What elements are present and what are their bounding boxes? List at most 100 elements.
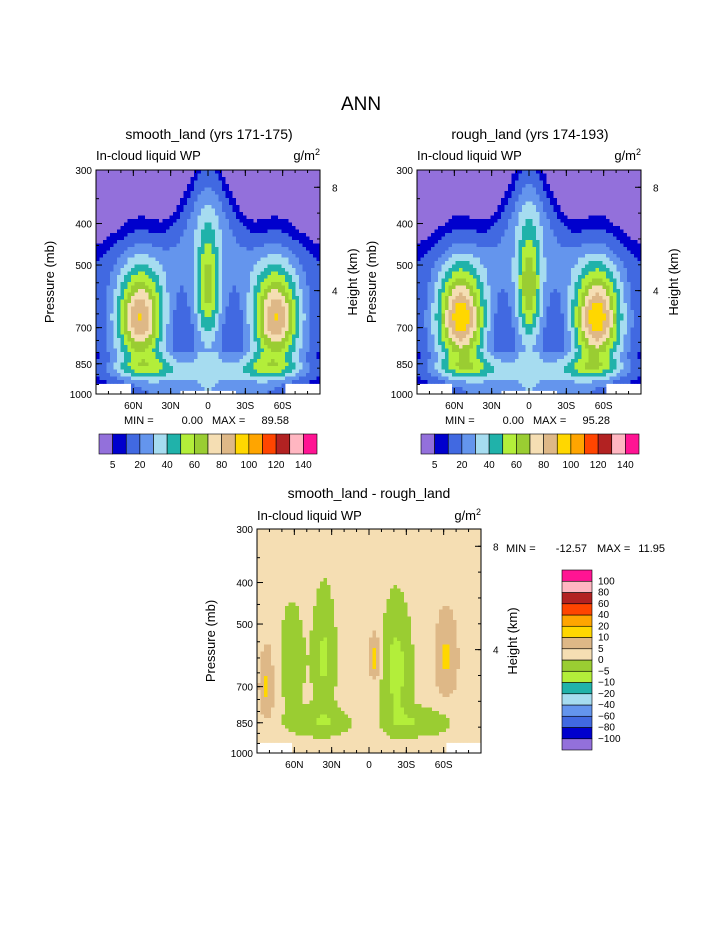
contour-cell — [232, 229, 237, 234]
contour-cell — [257, 198, 261, 202]
contour-cell — [166, 219, 170, 223]
contour-cell — [306, 310, 310, 314]
contour-cell — [197, 187, 202, 192]
contour-cell — [229, 257, 233, 262]
contour-cell — [448, 198, 453, 202]
contour-cell — [431, 170, 435, 174]
contour-cell — [162, 369, 167, 374]
contour-cell — [190, 338, 195, 342]
contour-cell — [571, 191, 575, 195]
contour-cell — [620, 194, 624, 199]
contour-cell — [417, 191, 421, 195]
contour-cell — [183, 177, 188, 181]
contour-cell — [483, 180, 488, 185]
contour-cell — [218, 345, 223, 349]
contour-cell — [229, 208, 233, 213]
contour-cell — [462, 170, 467, 174]
contour-cell — [155, 268, 160, 272]
contour-cell — [288, 345, 293, 349]
contour-cell — [299, 306, 303, 311]
contour-cell — [106, 327, 111, 332]
contour-cell — [148, 355, 153, 360]
contour-cell — [274, 268, 279, 272]
contour-cell — [285, 268, 289, 272]
contour-cell — [113, 233, 118, 237]
contour-cell — [166, 236, 170, 241]
contour-cell — [173, 299, 177, 304]
contour-cell — [445, 184, 449, 188]
contour-cell — [197, 226, 202, 230]
contour-cell — [637, 170, 642, 174]
contour-cell — [483, 205, 488, 209]
contour-cell — [271, 254, 275, 258]
contour-cell — [309, 222, 314, 227]
contour-cell — [267, 348, 272, 353]
contour-cell — [434, 205, 439, 209]
contour-cell — [211, 226, 216, 230]
contour-cell — [490, 173, 495, 178]
contour-cell — [494, 187, 498, 192]
colorbar: 5 20 40 60 80 100 120 140 — [98, 433, 318, 471]
contour-cell — [490, 184, 495, 188]
contour-cell — [267, 317, 272, 321]
contour-cell — [274, 250, 279, 255]
contour-cell — [187, 250, 191, 255]
contour-cell — [159, 341, 163, 346]
contour-cell — [288, 180, 293, 185]
contour-cell — [99, 261, 104, 265]
contour-cell — [145, 240, 149, 244]
contour-cell — [306, 334, 310, 339]
contour-cell — [211, 236, 216, 241]
contour-cell — [138, 268, 142, 272]
contour-cell — [295, 275, 300, 279]
contour-cell — [215, 338, 219, 342]
contour-cell — [106, 341, 111, 346]
contour-cell — [148, 250, 153, 255]
contour-cell — [281, 334, 286, 339]
contour-cell — [225, 324, 230, 328]
contour-cell — [246, 173, 251, 178]
contour-cell — [103, 271, 107, 276]
contour-cell — [316, 376, 321, 381]
contour-cell — [103, 240, 107, 244]
contour-cell — [211, 215, 216, 220]
contour-cell — [473, 201, 477, 206]
contour-cell — [127, 362, 132, 367]
contour-cell — [313, 373, 317, 377]
contour-cell — [250, 208, 254, 213]
contour-cell — [169, 324, 174, 328]
contour-cell — [176, 324, 181, 328]
contour-cell — [243, 320, 247, 325]
contour-cell — [285, 226, 289, 230]
contour-cell — [627, 177, 631, 181]
contour-cell — [553, 187, 558, 192]
contour-cell — [543, 187, 547, 192]
contour-cell — [103, 222, 107, 227]
contour-cell — [96, 170, 100, 174]
contour-cell — [424, 198, 428, 202]
contour-cell — [141, 317, 146, 321]
contour-cell — [250, 373, 254, 377]
contour-cell — [194, 201, 198, 206]
contour-cell — [113, 345, 118, 349]
contour-cell — [180, 334, 184, 339]
contour-cell — [253, 324, 258, 328]
contour-cell — [260, 215, 265, 220]
contour-cell — [292, 355, 296, 360]
contour-cell — [194, 229, 198, 234]
contour-cell — [501, 184, 505, 188]
contour-cell — [197, 292, 202, 297]
contour-cell — [288, 187, 293, 192]
contour-cell — [173, 219, 177, 223]
contour-cell — [106, 320, 111, 325]
contour-cell — [141, 282, 146, 286]
contour-cell — [627, 201, 631, 206]
contour-cell — [103, 233, 107, 237]
contour-cell — [302, 205, 307, 209]
contour-cell — [253, 219, 258, 223]
contour-cell — [117, 212, 121, 216]
contour-cell — [155, 212, 160, 216]
contour-cell — [609, 191, 614, 195]
contour-cell — [452, 205, 456, 209]
contour-cell — [225, 383, 230, 388]
